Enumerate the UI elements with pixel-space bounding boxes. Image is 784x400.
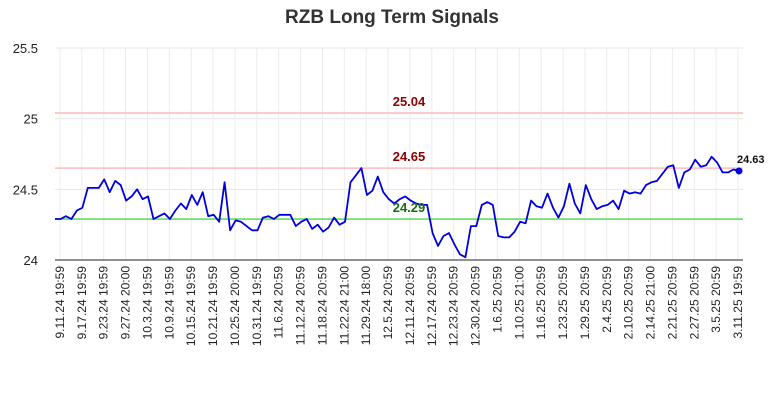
x-tick-label: 2.27.25 20:59 [687,266,701,340]
y-tick-label: 24.5 [13,182,38,197]
y-tick-label: 25 [24,112,38,127]
x-tick-label: 12.11.24 20:59 [403,266,417,346]
x-tick-label: 11.18.24 20:59 [315,266,329,346]
x-tick-label: 3.5.25 20:59 [709,266,723,333]
y-tick-label: 24 [24,253,38,268]
x-tick-label: 11.29.24 18:00 [359,266,373,346]
x-tick-label: 1.10.25 21:00 [512,266,526,340]
x-tick-label: 11.22.24 21:00 [337,266,351,346]
x-tick-label: 11.12.24 20:59 [294,266,308,346]
axes: 24 24.5 25 25.5 9.11.24 19:59 9.17.24 19:59 9.… [13,41,745,346]
x-tick-label: 9.11.24 19:59 [53,266,67,339]
labels: 25.04 24.65 24.29 24.63 [393,94,765,215]
x-tick-label: 1.6.25 20:59 [490,266,504,333]
x-tick-label: 12.23.24 20:59 [447,266,461,346]
last-point-marker [735,167,743,175]
x-tick-label: 9.23.24 19:59 [97,266,111,340]
reference-line-label: 25.04 [393,94,426,109]
x-tick-label: 12.30.24 20:59 [469,266,483,346]
x-tick-label: 9.27.24 20:00 [119,266,133,340]
x-tick-label: 2.21.25 20:59 [665,266,679,340]
x-tick-label: 10.25.24 20:00 [228,266,242,346]
x-tick-label: 1.23.25 20:59 [556,266,570,340]
x-tick-label: 12.17.24 20:59 [425,266,439,346]
x-tick-label: 10.21.24 19:59 [206,266,220,346]
x-tick-label: 10.3.24 19:59 [140,266,154,340]
series [55,155,743,259]
reference-line-label: 24.65 [393,149,426,164]
x-tick-label: 2.14.25 21:00 [644,266,658,340]
grid [55,47,743,261]
price-line [55,155,740,259]
x-tick-label: 1.29.25 20:59 [578,266,592,340]
last-value-label: 24.63 [737,154,765,166]
x-tick-label: 12.5.24 20:59 [381,266,395,340]
x-tick-label: 10.31.24 19:59 [250,266,264,346]
chart-title: RZB Long Term Signals [285,7,499,28]
reference-line-label: 24.29 [393,200,426,215]
x-tick-label: 9.17.24 19:59 [75,266,89,340]
x-tick-label: 11.6.24 20:59 [272,266,286,339]
x-tick-label: 2.4.25 20:59 [600,266,614,333]
x-tick-label: 2.10.25 20:59 [622,266,636,340]
x-tick-label: 10.15.24 19:59 [184,266,198,346]
x-tick-label: 10.9.24 19:59 [162,266,176,340]
x-tick-label: 3.11.25 19:59 [731,266,745,339]
x-tick-label: 1.16.25 20:59 [534,266,548,340]
y-tick-label: 25.5 [13,41,38,56]
